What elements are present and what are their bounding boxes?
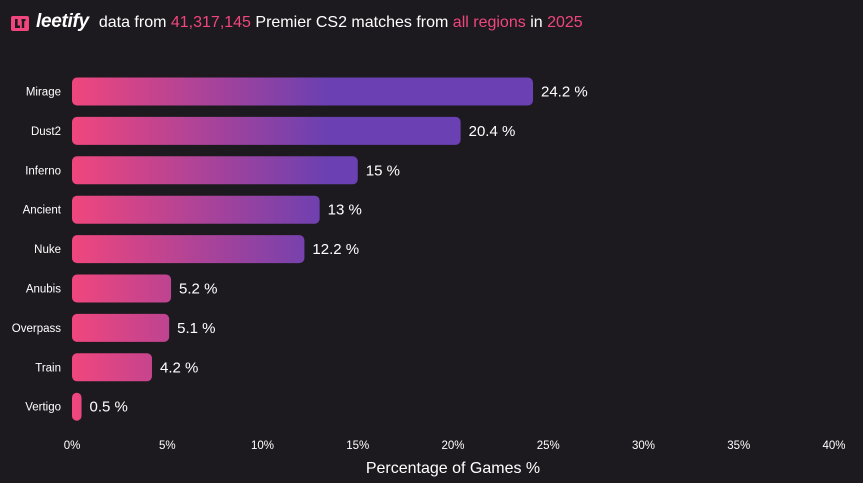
bars-layer <box>72 77 534 421</box>
x-tick-label: 30% <box>632 440 655 452</box>
x-tick-label: 20% <box>441 440 464 452</box>
x-tick-label: 35% <box>727 440 750 452</box>
x-tick-label: 10% <box>251 440 274 452</box>
title-text-1: data from <box>98 14 167 31</box>
x-tick-label: 5% <box>159 440 176 452</box>
category-label-anubis: Anubis <box>26 284 61 296</box>
bar-inferno <box>72 156 358 185</box>
year-filter: 2025 <box>547 14 583 31</box>
category-label-mirage: Mirage <box>26 87 61 99</box>
chart-header: leetify data from 41,317,145 Premier CS2… <box>10 10 583 36</box>
value-label-inferno: 15 % <box>366 162 400 179</box>
value-label-vertigo: 0.5 % <box>90 399 128 416</box>
bar-vertigo <box>72 392 82 421</box>
match-count: 41,317,145 <box>170 14 251 31</box>
bar-mirage <box>72 77 534 106</box>
value-label-ancient: 13 % <box>328 202 362 219</box>
category-label-overpass: Overpass <box>12 323 61 335</box>
category-labels: Mirage Dust2 Inferno Ancient Nuke Anubis Overp… <box>12 87 62 414</box>
category-label-nuke: Nuke <box>34 244 61 256</box>
value-label-anubis: 5.2 % <box>179 281 217 298</box>
x-axis-ticks: 0% 5% 10% 15% 20% 25% 30% 35% 40% <box>64 440 846 452</box>
value-label-dust2: 20.4 % <box>469 123 516 140</box>
category-label-inferno: Inferno <box>25 165 61 177</box>
chart-title: data from 41,317,145 Premier CS2 matches… <box>99 14 583 32</box>
bar-ancient <box>72 195 320 224</box>
value-label-train: 4.2 % <box>160 359 198 376</box>
leetify-logo-icon <box>11 16 29 31</box>
bar-overpass <box>72 313 170 342</box>
category-label-vertigo: Vertigo <box>25 402 61 414</box>
title-text-3: in <box>530 14 543 31</box>
regions-filter: all regions <box>452 14 526 31</box>
bar-anubis <box>72 274 172 303</box>
value-labels: 24.2 % 20.4 % 15 % 13 % 12.2 % 5.2 % 5.1 % 4.2 … <box>90 84 588 416</box>
x-axis-title: Percentage of Games % <box>366 460 540 477</box>
x-tick-label: 0% <box>64 440 81 452</box>
value-label-mirage: 24.2 % <box>541 84 588 101</box>
category-label-train: Train <box>35 362 61 374</box>
bar-dust2 <box>72 116 461 145</box>
category-label-dust2: Dust2 <box>31 126 61 138</box>
x-tick-label: 15% <box>346 440 369 452</box>
title-text-2: Premier CS2 matches from <box>255 14 449 31</box>
brand-name: leetify <box>36 11 89 32</box>
bar-nuke <box>72 235 305 264</box>
value-label-overpass: 5.1 % <box>177 320 215 337</box>
category-label-ancient: Ancient <box>23 205 62 217</box>
value-label-nuke: 12.2 % <box>312 241 359 258</box>
bar-train <box>72 353 153 382</box>
x-tick-label: 40% <box>822 440 845 452</box>
x-tick-label: 25% <box>537 440 560 452</box>
